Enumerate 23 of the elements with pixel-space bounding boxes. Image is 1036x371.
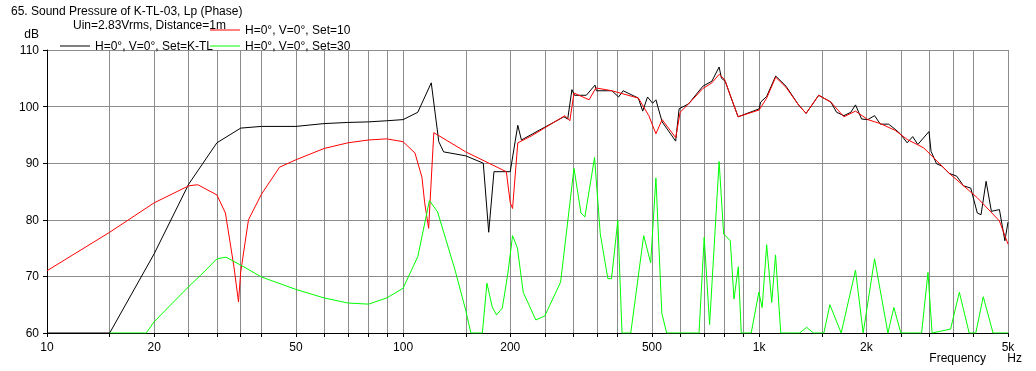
legend-label: H=0°, V=0°, Set=30 xyxy=(245,39,351,53)
x-tick-label: 10 xyxy=(40,340,54,354)
text: Hz xyxy=(1007,351,1023,365)
y-tick-label: 90 xyxy=(25,156,40,171)
y-tick-label: 100 xyxy=(18,99,40,114)
y-tick-label: 70 xyxy=(25,269,40,284)
chart-subtitle: Uin=2.83Vrms, Distance=1m xyxy=(73,18,226,32)
x-tick-label: 20 xyxy=(147,340,162,354)
x-tick-label: 200 xyxy=(500,340,521,354)
y-tick-label: 60 xyxy=(25,326,40,340)
chart-title: 65. Sound Pressure of K-TL-03, Lp (Phase) xyxy=(11,4,243,18)
legend-label: H=0°, V=0°, Set=10 xyxy=(245,23,351,37)
x-tick-label: 2k xyxy=(859,340,874,354)
y-tick-label: 110 xyxy=(19,43,40,57)
x-axis-title: Frequency xyxy=(929,351,987,365)
x-tick-label: 5k xyxy=(1001,340,1016,354)
x-tick-label: 1k xyxy=(752,340,767,354)
y-tick-label: 80 xyxy=(25,212,40,227)
y-axis-title: dB xyxy=(24,27,39,41)
x-tick-label: 50 xyxy=(289,340,303,354)
legend-label: H=0°, V=0°, Set=K-TL xyxy=(95,39,214,53)
x-tick-label: 100 xyxy=(393,340,414,354)
x-tick-label: 500 xyxy=(641,340,663,354)
